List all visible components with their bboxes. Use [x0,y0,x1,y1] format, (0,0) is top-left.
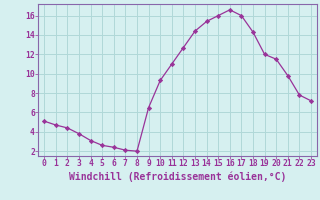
X-axis label: Windchill (Refroidissement éolien,°C): Windchill (Refroidissement éolien,°C) [69,171,286,182]
